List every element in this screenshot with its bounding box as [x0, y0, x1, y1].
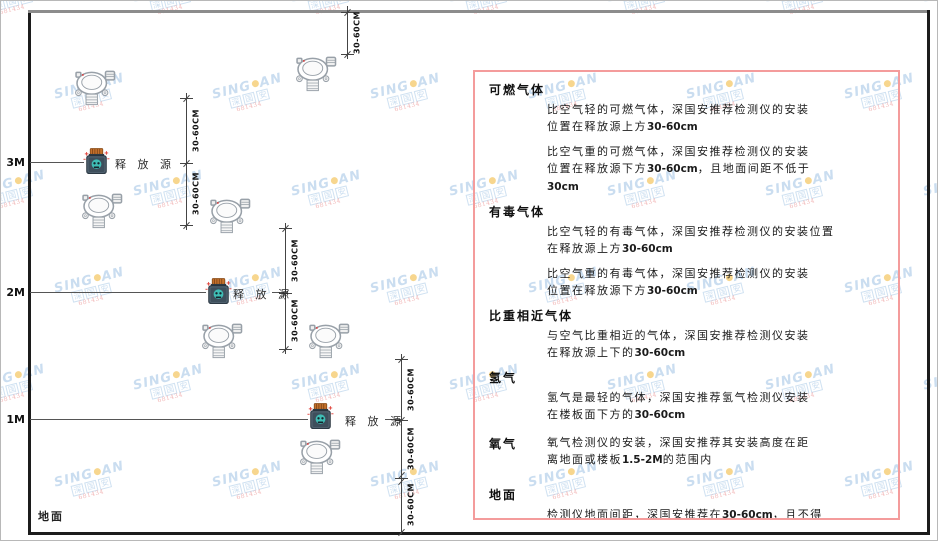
paragraph: 与空气比重相近的气体，深国安推荐检测仪安装 在释放源上下的30-60cm — [547, 329, 810, 359]
gas-detector-icon — [300, 438, 342, 476]
paragraph: 氢气是最轻的气体，深国安推荐氢气检测仪安装 在楼板面下方的30-60cm — [547, 391, 810, 421]
gas-detector-icon — [296, 55, 338, 93]
dim-label: 30-60CM — [352, 11, 362, 55]
gas-detector-icon — [75, 69, 117, 107]
dim-line-ceiling — [347, 6, 348, 59]
paragraph: 比空气重的可燃气体，深国安推荐检测仪的安装 位置在释放源下方30-60cm，且地… — [547, 145, 811, 193]
left-wall-line — [28, 11, 31, 535]
gas-detector-icon — [82, 192, 124, 230]
dim-label: 30-60CM — [406, 483, 416, 527]
section-heading-ground: 地面 — [489, 488, 518, 502]
gas-detector-icon — [210, 197, 252, 235]
release-source-icon — [205, 277, 232, 306]
dim-label: 30-60CM — [191, 109, 201, 152]
ceiling-line — [28, 10, 930, 13]
level-line-2m-right — [272, 292, 285, 293]
section-heading-similar-density: 比重相近气体 — [489, 309, 574, 323]
dim-label: 30-60CM — [406, 427, 416, 471]
level-line-2m — [30, 292, 206, 293]
dim-tick — [395, 478, 408, 479]
ground-label: 地面 — [38, 510, 64, 523]
gas-detector-icon — [309, 322, 351, 360]
dim-label: 30-60CM — [290, 239, 300, 282]
paragraph: 比空气重的有毒气体，深国安推荐检测仪的安装 位置在释放源下方30-60cm — [547, 267, 810, 297]
height-label-2m: 2M — [6, 286, 25, 299]
gas-detector-icon — [202, 322, 244, 360]
section-heading-toxic: 有毒气体 — [489, 205, 546, 219]
section-heading-flammable: 可燃气体 — [489, 83, 546, 97]
dim-line-1m — [401, 354, 402, 534]
right-wall-line — [927, 10, 930, 535]
height-label-3m: 3M — [6, 156, 25, 169]
release-source-label: 释 放 源 — [345, 415, 405, 428]
section-heading-oxygen: 氧气 — [489, 437, 518, 451]
level-line-3m — [30, 162, 84, 163]
dim-label: 30-60CM — [191, 172, 201, 216]
paragraph: 检测仪地面间距，深国安推荐在30-60cm，且不得 小于30cm，因为过低容易水… — [547, 508, 823, 520]
height-label-1m: 1M — [6, 413, 25, 426]
level-line-1m — [30, 419, 308, 420]
paragraph: 比空气轻的有毒气体，深国安推荐检测仪的安装位置 在释放源上方30-60cm — [547, 225, 835, 255]
release-source-label: 释 放 源 — [115, 158, 175, 171]
paragraph: 氧气检测仪的安装，深国安推荐其安装高度在距 离地面或楼板1.5-2M的范围内 — [547, 436, 810, 466]
release-source-icon — [307, 402, 334, 431]
dim-label: 30-60CM — [406, 368, 416, 411]
info-panel: 可燃气体 比空气轻的可燃气体，深国安推荐检测仪的安装 位置在释放源上方30-60… — [473, 70, 900, 520]
section-heading-hydrogen: 氢气 — [489, 371, 518, 385]
paragraph: 比空气轻的可燃气体，深国安推荐检测仪的安装 位置在释放源上方30-60cm — [547, 103, 810, 133]
release-source-icon — [83, 147, 110, 176]
level-line-1m-right — [385, 419, 401, 420]
floor-line — [28, 532, 930, 535]
dim-line-2m — [285, 223, 286, 354]
release-source-label: 释 放 源 — [233, 288, 293, 301]
section-oxygen: 氧气 氧气检测仪的安装，深国安推荐其安装高度在距 离地面或楼板1.5-2M的范围… — [489, 431, 886, 476]
